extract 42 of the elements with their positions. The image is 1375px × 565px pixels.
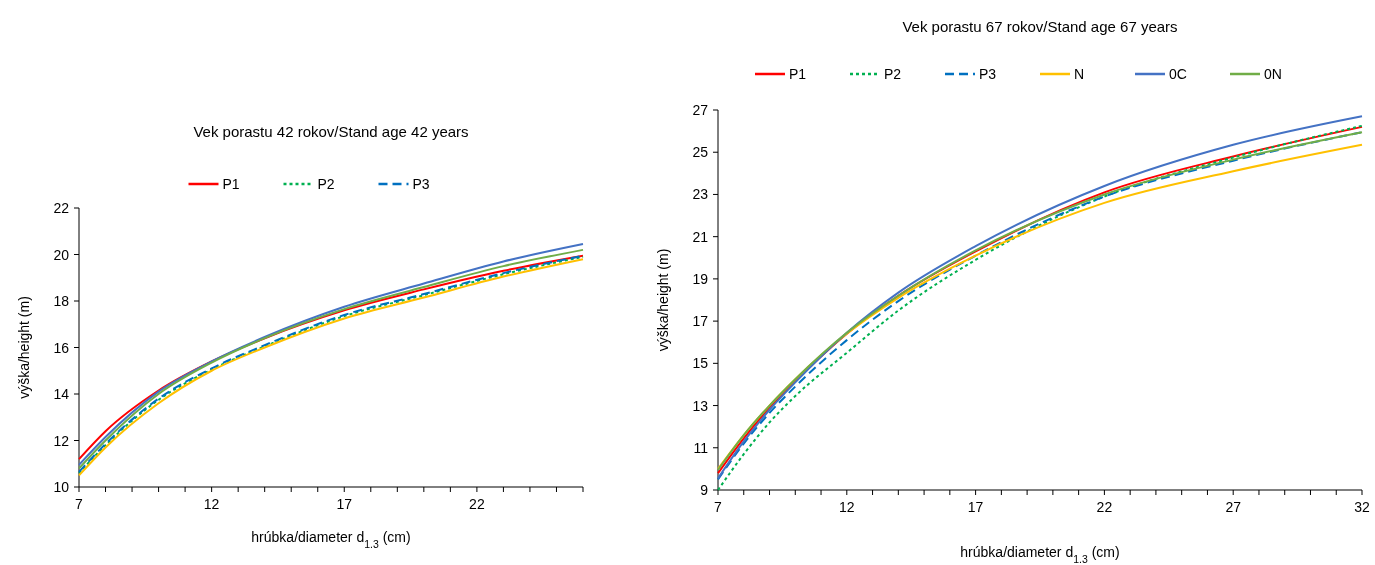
y-tick-label: 17 xyxy=(692,313,709,330)
y-tick-label: 12 xyxy=(53,432,70,449)
legend-label: P3 xyxy=(979,66,997,82)
x-tick-label: 17 xyxy=(336,496,353,512)
x-tick-label: 12 xyxy=(203,496,220,512)
y-tick-label: 11 xyxy=(693,439,709,456)
y-tick-label: 23 xyxy=(692,186,709,203)
x-tick-label: 27 xyxy=(1225,499,1242,515)
legend-label: 0C xyxy=(1169,66,1187,82)
legend-label: P1 xyxy=(789,66,807,82)
y-tick-label: 10 xyxy=(53,479,70,495)
y-tick-label: 16 xyxy=(53,339,70,356)
legend-label: P2 xyxy=(884,66,902,82)
legend-label: N xyxy=(1074,66,1085,82)
legend-label: P2 xyxy=(317,176,335,192)
y-tick-label: 14 xyxy=(53,386,70,402)
y-tick-label: 25 xyxy=(692,144,709,161)
y-tick-label: 19 xyxy=(692,270,709,287)
x-tick-label: 7 xyxy=(75,496,84,512)
y-tick-label: 22 xyxy=(53,200,70,216)
y-axis-title: výška/height (m) xyxy=(655,248,671,352)
x-tick-label: 7 xyxy=(714,499,723,515)
chart-title: Vek porastu 67 rokov/Stand age 67 years xyxy=(902,18,1178,35)
x-tick-label: 17 xyxy=(967,499,984,515)
y-tick-label: 18 xyxy=(53,293,70,309)
y-axis-title: výška/height (m) xyxy=(16,296,32,399)
x-axis-title: hrúbka/diameter d$_{1.3}$ (cm) xyxy=(960,544,1120,565)
x-tick-label: 22 xyxy=(1096,499,1113,515)
y-tick-label: 21 xyxy=(692,228,709,245)
y-tick-label: 27 xyxy=(692,102,709,118)
legend-label: P1 xyxy=(222,176,240,192)
y-tick-label: 15 xyxy=(692,355,709,372)
y-tick-label: 9 xyxy=(700,482,709,498)
x-tick-label: 22 xyxy=(469,496,485,512)
chart-title: Vek porastu 42 rokov/Stand age 42 years xyxy=(193,123,469,140)
x-tick-label: 32 xyxy=(1354,499,1370,515)
legend-label: 0N xyxy=(1264,66,1282,82)
x-axis-title: hrúbka/diameter d$_{1.3}$ (cm) xyxy=(251,529,411,550)
legend-label: P3 xyxy=(412,176,430,192)
x-tick-label: 12 xyxy=(839,499,855,515)
y-tick-label: 13 xyxy=(692,397,709,414)
y-tick-label: 20 xyxy=(53,246,70,263)
